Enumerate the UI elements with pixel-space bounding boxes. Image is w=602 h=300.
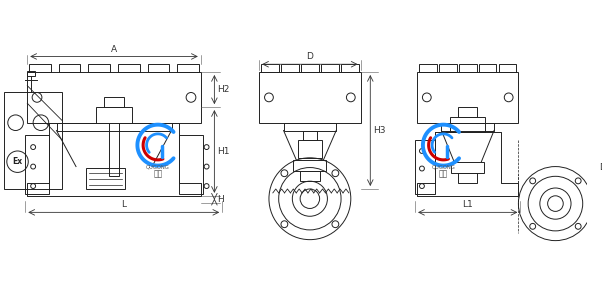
Bar [458, 173, 477, 183]
Bar [417, 72, 518, 123]
Text: A: A [111, 44, 117, 53]
Text: L1: L1 [462, 200, 473, 209]
Text: QUGONG: QUGONG [146, 165, 170, 170]
Bar [4, 92, 63, 189]
Bar [109, 123, 119, 176]
Bar [27, 72, 200, 123]
Bar [85, 167, 125, 189]
Bar [321, 64, 338, 72]
Bar [178, 64, 199, 72]
Bar [104, 98, 124, 107]
Bar [293, 160, 326, 171]
Text: 渠工: 渠工 [154, 169, 163, 178]
Bar [499, 64, 517, 72]
Bar [341, 64, 359, 72]
Bar [439, 64, 456, 72]
Text: QUGONG: QUGONG [432, 165, 455, 170]
Text: L: L [121, 200, 126, 209]
Bar [57, 123, 172, 130]
Text: 渠工: 渠工 [439, 169, 448, 178]
Bar [179, 135, 203, 194]
Bar [451, 162, 484, 173]
Bar [458, 107, 477, 117]
Bar [281, 64, 299, 72]
Bar [415, 140, 435, 194]
Bar [88, 64, 110, 72]
Bar [25, 135, 49, 194]
Bar [259, 72, 361, 123]
Bar [450, 117, 485, 133]
Bar [301, 64, 318, 72]
Text: H1: H1 [217, 147, 230, 156]
Bar [147, 64, 169, 72]
Bar [261, 64, 279, 72]
Bar [284, 123, 336, 130]
Bar [118, 64, 140, 72]
Bar [96, 107, 132, 123]
Bar [419, 64, 436, 72]
Bar [459, 64, 477, 72]
Text: Ex: Ex [13, 157, 23, 166]
Bar [479, 64, 497, 72]
Bar [441, 123, 494, 130]
Text: D: D [306, 52, 313, 61]
Bar [59, 64, 80, 72]
Bar [298, 140, 321, 158]
Bar [29, 64, 51, 72]
Text: H3: H3 [373, 126, 386, 135]
Text: H2: H2 [217, 85, 230, 94]
Bar [303, 131, 317, 140]
Text: H: H [217, 195, 224, 204]
Text: D: D [599, 163, 602, 172]
Bar [300, 171, 320, 181]
Bar [27, 71, 35, 76]
